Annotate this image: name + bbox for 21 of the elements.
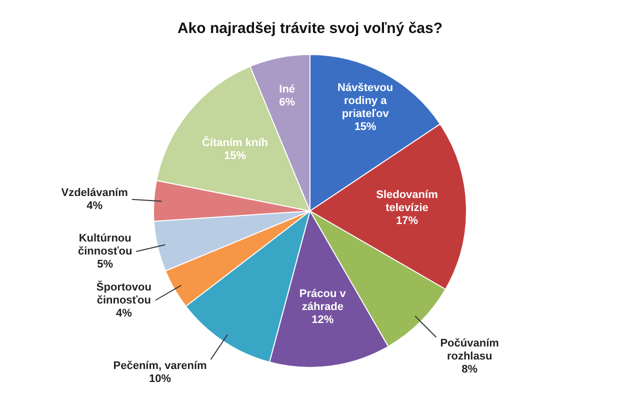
data-label: 8% [462, 364, 478, 376]
data-label: 6% [279, 96, 296, 108]
slice-label: Čítaním kníh [202, 136, 268, 149]
slice-label: Prácou v záhrade [299, 288, 347, 314]
slice-label: Pečením, varením [113, 360, 208, 372]
data-label: 4% [116, 307, 132, 320]
slice-label: Športovou činnosťou [96, 280, 152, 306]
slice-label: Kultúrnou činnosťou [78, 232, 132, 258]
data-label: 4% [86, 200, 103, 212]
slice-label: Sledovaním televízie [376, 188, 438, 214]
data-label: 5% [97, 258, 114, 271]
data-label: 15% [224, 150, 246, 162]
slice-label: Vzdelávaním [61, 186, 128, 199]
chart-title: Ako najradšej trávite svoj voľný čas? [177, 20, 443, 38]
slice-label: Iné [279, 83, 296, 96]
slice-label: Počúvaním rozhlasu [440, 338, 500, 363]
data-label: 17% [396, 214, 418, 227]
data-label: 10% [149, 372, 172, 385]
data-label: 15% [354, 121, 377, 134]
data-label: 12% [312, 314, 334, 326]
slice-label: Návštevou rodiny a priateľov [338, 82, 394, 120]
